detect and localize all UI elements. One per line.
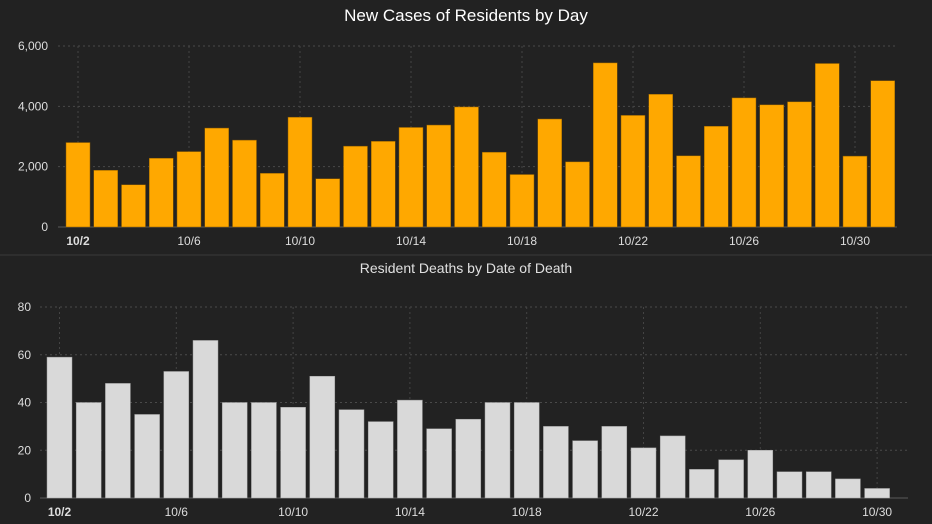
bar-10-12 (343, 145, 368, 228)
bar-10-29 (835, 478, 861, 499)
bar-10-3 (75, 402, 102, 499)
bar-10-11 (315, 178, 340, 228)
bar-10-4 (121, 184, 146, 228)
bar-10-11 (309, 375, 336, 499)
bar-10-4 (105, 383, 131, 499)
bar-10-26 (747, 450, 774, 499)
x-tick-label: 10/2 (48, 505, 72, 519)
y-tick-label: 4,000 (18, 99, 48, 113)
bar-10-29 (815, 63, 840, 228)
deaths-chart: Resident Deaths by Date of Death 0 20 40 60 8… (18, 260, 908, 519)
y-tick-label: 20 (18, 443, 32, 457)
bar-10-25 (718, 459, 744, 499)
bar-10-18 (509, 174, 535, 228)
bar-10-24 (676, 155, 701, 228)
bar-10-27 (759, 104, 784, 228)
bar-10-16 (455, 418, 482, 499)
bar-10-23 (648, 94, 673, 228)
x-tick-label: 10/14 (396, 234, 426, 248)
x-tick-label: 10/10 (285, 234, 315, 248)
bar-10-9 (251, 402, 277, 499)
x-tick-label: 10/22 (618, 234, 648, 248)
bar-10-10 (287, 116, 313, 228)
bar-10-31 (870, 80, 895, 228)
bar-10-30 (864, 488, 890, 499)
bar-10-24 (689, 469, 715, 499)
bar-10-14 (397, 399, 423, 499)
x-tick-label: 10/6 (177, 234, 201, 248)
bar-10-5 (134, 414, 160, 499)
y-tick-label: 0 (41, 220, 48, 234)
bar-10-26 (731, 97, 757, 228)
bar-10-13 (371, 141, 396, 228)
bar-10-7 (204, 127, 229, 228)
x-tick-label: 10/18 (512, 505, 542, 519)
x-tick-label: 10/14 (395, 505, 425, 519)
x-tick-label: 10/30 (862, 505, 892, 519)
bar-10-15 (426, 124, 451, 228)
y-tick-label: 6,000 (18, 39, 48, 53)
bar-10-7 (192, 340, 219, 499)
y-tick-label: 2,000 (18, 160, 48, 174)
bar-10-2 (46, 356, 73, 499)
bar-10-5 (149, 157, 174, 228)
x-tick-label: 10/2 (66, 234, 90, 248)
bar-10-2 (65, 142, 91, 228)
x-tick-label: 10/30 (840, 234, 870, 248)
x-tick-label: 10/22 (628, 505, 658, 519)
bar-10-17 (484, 402, 511, 499)
bar-10-28 (805, 471, 832, 499)
bar-10-19 (543, 426, 569, 499)
bar-10-10 (280, 407, 306, 499)
bar-10-12 (338, 409, 365, 499)
bar-10-30 (842, 155, 868, 228)
y-tick-label: 40 (18, 396, 32, 410)
bar-10-14 (398, 127, 424, 228)
new-cases-chart: New Cases of Residents by Day 0 2,000 4,000… (18, 6, 897, 248)
bar-10-18 (513, 402, 540, 499)
x-tick-label: 10/26 (729, 234, 759, 248)
bar-10-27 (776, 471, 803, 499)
bar-10-9 (260, 173, 285, 228)
bar-10-21 (601, 426, 628, 499)
bar-10-25 (704, 125, 729, 228)
bar-10-15 (426, 428, 452, 499)
x-tick-label: 10/6 (165, 505, 189, 519)
bar-10-17 (482, 151, 507, 228)
bar-10-19 (537, 118, 562, 228)
bar-10-13 (367, 421, 394, 499)
y-tick-label: 0 (24, 491, 31, 505)
y-tick-label: 80 (18, 300, 32, 314)
chart-title: New Cases of Residents by Day (344, 6, 588, 25)
bar-10-16 (454, 106, 479, 228)
chart-title: Resident Deaths by Date of Death (360, 260, 572, 276)
bar-10-6 (176, 151, 202, 228)
x-tick-label: 10/10 (278, 505, 308, 519)
bar-10-21 (593, 62, 618, 228)
bar-10-3 (93, 170, 118, 228)
bar-10-23 (659, 435, 686, 499)
bar-10-22 (620, 115, 646, 228)
bar-10-22 (630, 447, 657, 499)
bar-10-28 (787, 101, 812, 228)
bar-10-6 (163, 371, 190, 499)
bar-10-20 (572, 440, 598, 499)
y-tick-label: 60 (18, 348, 32, 362)
bar-10-8 (232, 139, 257, 228)
x-tick-label: 10/18 (507, 234, 537, 248)
bar-10-8 (221, 402, 248, 499)
bar-10-20 (565, 161, 590, 228)
x-tick-label: 10/26 (745, 505, 775, 519)
